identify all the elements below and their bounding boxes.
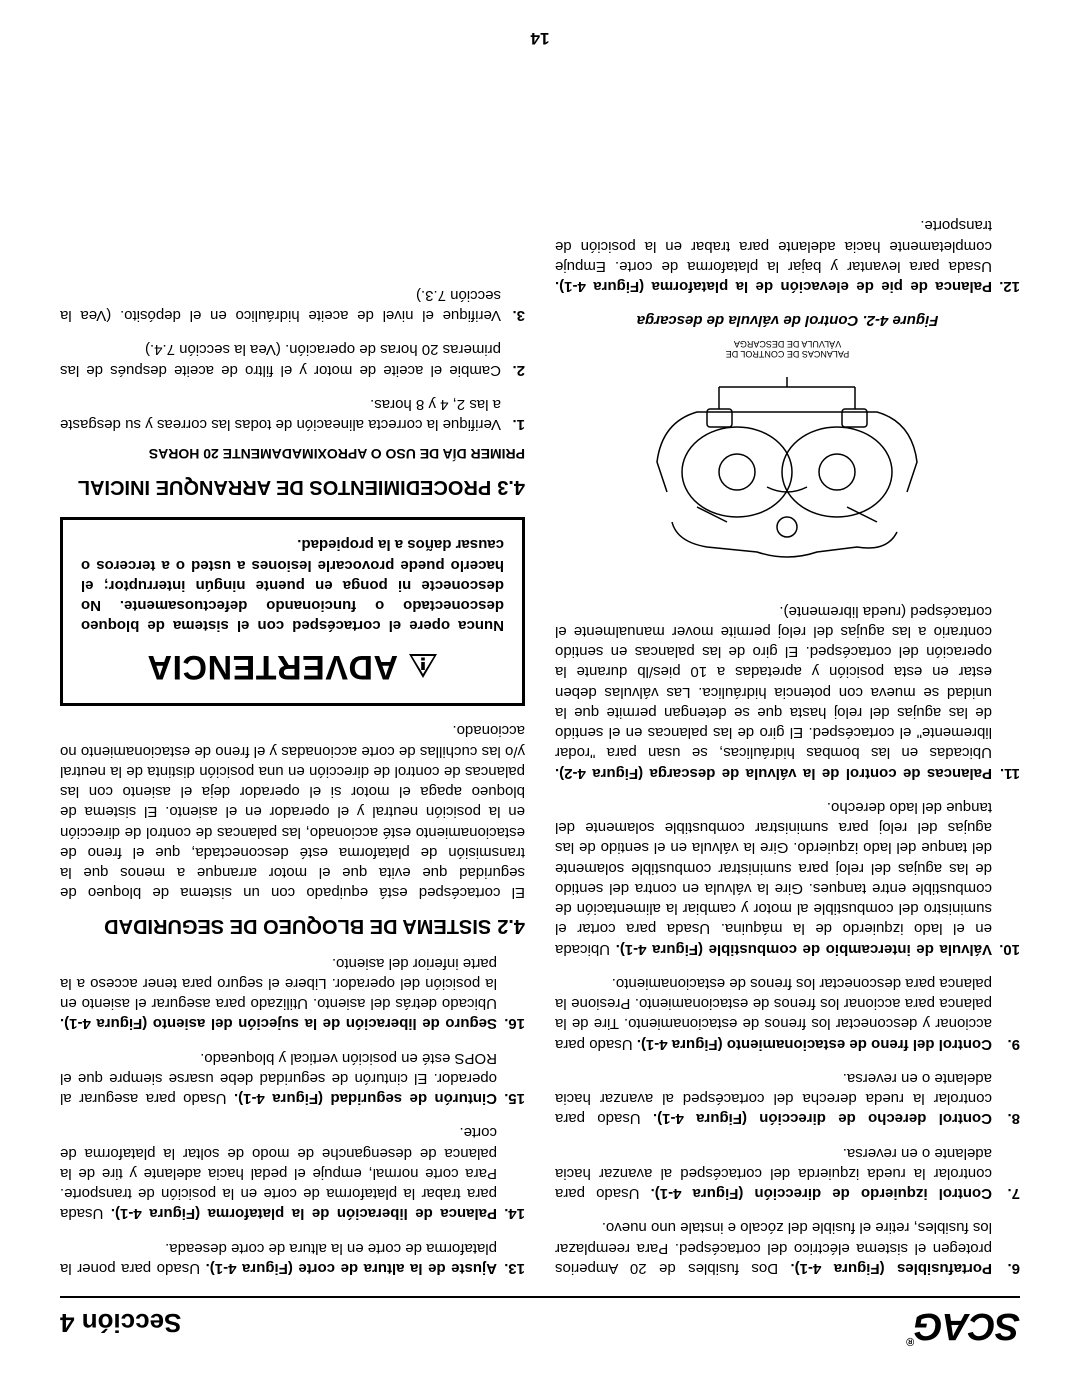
list-item: 2. Cambie el aceite de motor y el filtro…: [60, 339, 525, 380]
item-number: 7.: [992, 1143, 1020, 1204]
figure-4-2: PALANCAS DE CONTROL DE VÁLVULA DE DESCAR…: [555, 338, 1020, 582]
item-bold: Control derecho de dirección (Figura 4-1…: [653, 1111, 992, 1128]
item-number: 8.: [992, 1068, 1020, 1129]
item-body: Seguro de liberación de la sujeción del …: [60, 953, 497, 1034]
list-item: 3. Verifique el nivel de aceite hidráuli…: [60, 285, 525, 326]
brand-logo: SCAG®: [907, 1304, 1020, 1347]
figure-label-line2: VÁLVULA DE DESCARGA: [734, 339, 841, 349]
item-text: Verifique el nivel de aceite hidráulico …: [60, 285, 501, 326]
item-body: Válvula de intercambio de combustible (F…: [555, 797, 992, 959]
item-bold: Control del freno de estacionamiento (Fi…: [637, 1036, 992, 1053]
item-body: Cinturón de seguridad (Figura 4-1). Usad…: [60, 1048, 497, 1109]
warning-header: ADVERTENCIA: [81, 643, 504, 689]
warning-title: ADVERTENCIA: [147, 643, 398, 689]
page: SCAG® Sección 4 6. Portafusibles (Figura…: [0, 0, 1080, 1397]
item-number: 10.: [992, 797, 1020, 959]
paragraph: El cortacésped está equipado con un sist…: [60, 720, 525, 902]
item-body: Ajuste de la altura de corte (Figura 4-1…: [60, 1238, 497, 1279]
list-item: 8. Control derecho de dirección (Figura …: [555, 1068, 1020, 1129]
item-rest: Ubicada en el lado izquierdo de la máqui…: [555, 799, 992, 958]
item-body: Control del freno de estacionamiento (Fi…: [555, 973, 992, 1054]
item-text: Cambie el aceite de motor y el filtro de…: [60, 339, 501, 380]
content-columns: 6. Portafusibles (Figura 4-1). Dos fusib…: [60, 201, 1020, 1278]
warning-triangle-icon: [408, 653, 438, 679]
heading-4-3: 4.3 PROCEDIMIENTOS DE ARRANQUE INICIAL: [60, 475, 525, 499]
list-item: 14. Palanca de liberación de la platafor…: [60, 1122, 525, 1223]
heading-4-2: 4.2 SISTEMA DE BLOQUEO DE SEGURIDAD: [60, 915, 525, 939]
item-rest: Ubicado detrás del asiento. Utilizado pa…: [60, 955, 497, 1013]
item-number: 9.: [992, 973, 1020, 1054]
item-bold: Palanca de liberación de la plataforma (…: [111, 1206, 497, 1223]
list-item: 11. Palancas de control de la válvula de…: [555, 601, 1020, 783]
item-number: 15.: [497, 1048, 525, 1109]
item-number: 12.: [992, 215, 1020, 296]
list-item: 13. Ajuste de la altura de corte (Figura…: [60, 1238, 525, 1279]
item-body: Control izquierdo de dirección (Figura 4…: [555, 1143, 992, 1204]
list-item: 1. Verifique la correcta alineación de t…: [60, 394, 525, 435]
item-bold: Palanca de pie de elevación de la plataf…: [555, 278, 992, 295]
item-number: 13.: [497, 1238, 525, 1279]
heading-number: 4.3: [497, 475, 525, 499]
item-number: 2.: [501, 339, 525, 380]
item-bold: Control izquierdo de dirección (Figura 4…: [651, 1185, 992, 1202]
item-rest: Usada para levantar y bajar la plataform…: [555, 217, 992, 275]
item-body: Palancas de control de la válvula de des…: [555, 601, 992, 783]
item-body: Portafusibles (Figura 4-1). Dos fusibles…: [555, 1217, 992, 1278]
logo-text: SCAG: [914, 1305, 1020, 1347]
item-bold: Cinturón de seguridad (Figura 4-1).: [234, 1090, 497, 1107]
heading-number: 4.2: [497, 915, 525, 939]
item-number: 6.: [992, 1217, 1020, 1278]
item-bold: Seguro de liberación de la sujeción del …: [60, 1016, 497, 1033]
heading-text: SISTEMA DE BLOQUEO DE SEGURIDAD: [104, 916, 491, 938]
list-item: 9. Control del freno de estacionamiento …: [555, 973, 1020, 1054]
item-bold: Válvula de intercambio de combustible (F…: [616, 941, 992, 958]
page-number: 14: [0, 28, 1080, 48]
section-title: Sección 4: [60, 1307, 181, 1338]
list-item: 7. Control izquierdo de dirección (Figur…: [555, 1143, 1020, 1204]
item-text: Verifique la correcta alineación de toda…: [60, 394, 501, 435]
item-number: 14.: [497, 1122, 525, 1223]
right-column: 13. Ajuste de la altura de corte (Figura…: [60, 201, 525, 1278]
warning-box: ADVERTENCIA Nunca opere el cortacésped c…: [60, 517, 525, 706]
left-column: 6. Portafusibles (Figura 4-1). Dos fusib…: [555, 201, 1020, 1278]
item-number: 11.: [992, 601, 1020, 783]
heading-text: PROCEDIMIENTOS DE ARRANQUE INICIAL: [78, 476, 491, 498]
item-body: Palanca de liberación de la plataforma (…: [60, 1122, 497, 1223]
item-bold: Portafusibles (Figura 4-1).: [790, 1260, 992, 1277]
list-item: 16. Seguro de liberación de la sujeción …: [60, 953, 525, 1034]
list-item: 6. Portafusibles (Figura 4-1). Dos fusib…: [555, 1217, 1020, 1278]
item-body: Control derecho de dirección (Figura 4-1…: [555, 1068, 992, 1129]
list-item: 10. Válvula de intercambio de combustibl…: [555, 797, 1020, 959]
item-bold: Ajuste de la altura de corte (Figura 4-1…: [206, 1260, 497, 1277]
page-header: SCAG® Sección 4: [60, 1296, 1020, 1347]
subheading: PRIMER DÍA DE USO O APROXIMADAMENTE 20 H…: [60, 444, 525, 463]
list-item: 12. Palanca de pie de elevación de la pl…: [555, 215, 1020, 296]
figure-inline-label: PALANCAS DE CONTROL DE VÁLVULA DE DESCAR…: [555, 338, 1020, 358]
item-body: Palanca de pie de elevación de la plataf…: [555, 215, 992, 296]
procedure-list: 1. Verifique la correcta alineación de t…: [60, 285, 525, 435]
figure-caption: Figure 4-2. Control de válvula de descar…: [555, 310, 1020, 330]
item-rest: Ubicadas en las bombas hidráulicas, se u…: [555, 603, 992, 762]
registered-mark: ®: [907, 1335, 914, 1347]
list-item: 15. Cinturón de seguridad (Figura 4-1). …: [60, 1048, 525, 1109]
engine-diagram-svg: [638, 363, 938, 583]
warning-text: Nunca opere el cortacésped con el sistem…: [81, 534, 504, 635]
figure-label-line1: PALANCAS DE CONTROL DE: [726, 349, 850, 359]
item-number: 1.: [501, 394, 525, 435]
item-number: 16.: [497, 953, 525, 1034]
item-bold: Palancas de control de la válvula de des…: [555, 765, 992, 782]
item-number: 3.: [501, 285, 525, 326]
